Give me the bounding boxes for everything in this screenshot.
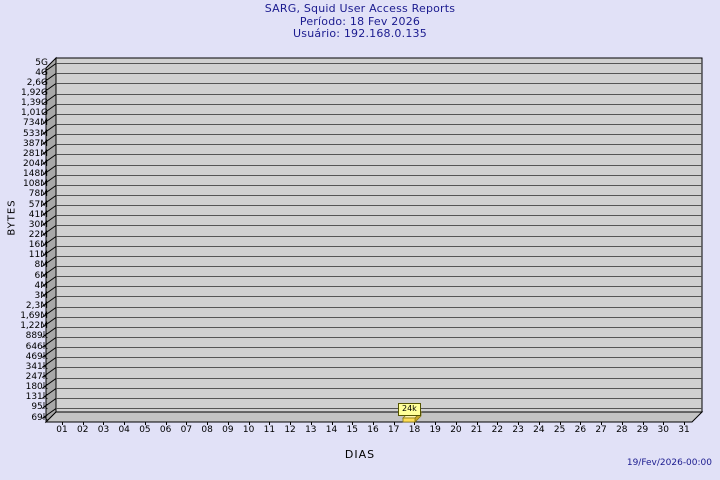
x-axis-tick-label: 25: [553, 425, 566, 435]
chart-title-block: SARG, Squid User Access Reports Período:…: [0, 2, 720, 41]
x-axis-tick-label: 24: [533, 425, 545, 435]
data-bar-front-face: [402, 417, 416, 423]
y-axis-tick-label: 108M: [23, 179, 48, 190]
gridline-group: [56, 63, 702, 409]
y-axis-tick-label: 281M: [23, 148, 48, 159]
y-axis-tick-label: 734M: [23, 118, 48, 129]
x-axis-tick-label: 02: [76, 425, 89, 435]
y-axis-tick-label: 469k: [25, 351, 48, 362]
y-axis-tick-label: 4M: [34, 280, 49, 291]
x-axis-tick-label: 08: [201, 425, 213, 435]
x-axis-tick-label: 01: [56, 425, 68, 435]
generated-timestamp: 19/Fev/2026-00:00: [626, 458, 712, 468]
y-axis-tick-label: 180k: [25, 382, 48, 393]
x-axis-tick-label: 12: [284, 425, 296, 435]
x-axis-tick-label: 26: [574, 425, 587, 435]
y-axis-tick-label: 3M: [34, 290, 49, 301]
x-axis-title: DIAS: [344, 448, 376, 461]
x-axis-tick-label: 14: [325, 425, 338, 435]
page-title: SARG, Squid User Access Reports: [264, 2, 456, 15]
y-axis-tick-label: 8M: [34, 260, 49, 271]
y-axis-tick-label: 2,3M: [25, 300, 48, 311]
y-axis-tick-label: 78M: [28, 189, 48, 200]
y-axis-tick-label: 148M: [23, 169, 48, 180]
y-axis-title: BYTES: [6, 199, 18, 236]
plot-floor: [44, 411, 704, 423]
report-period: Período: 18 Fev 2026: [299, 14, 421, 28]
x-axis-tick-label: 03: [97, 425, 110, 435]
x-axis-tick-label: 10: [242, 425, 255, 435]
x-axis-tick-label: 20: [450, 425, 462, 435]
y-axis-tick-label: 387M: [23, 138, 48, 149]
y-axis-tick-label: 131k: [25, 392, 48, 403]
y-axis-tick-label: 2,6G: [26, 77, 48, 88]
x-axis-tick-label: 28: [616, 425, 628, 435]
y-axis-tick-label: 6M: [34, 270, 49, 281]
x-axis-tick-label: 04: [118, 425, 130, 435]
data-value-label: 24k: [398, 403, 421, 416]
y-axis-tick-label: 5G: [35, 57, 48, 68]
x-axis-tick-label: 16: [367, 425, 379, 435]
y-axis-tick-label: 204M: [23, 158, 48, 169]
report-user: Usuário: 192.168.0.135: [293, 27, 427, 40]
x-axis-tick-label: 18: [408, 425, 421, 435]
y-axis-tick-label: 247k: [25, 371, 48, 382]
y-axis-tick-label: 1,39G: [20, 98, 48, 109]
x-axis-tick-label: 06: [159, 425, 172, 435]
y-axis-tick-label: 30M: [28, 219, 48, 230]
y-axis-tick-label: 41M: [28, 209, 48, 220]
x-axis-tick-label: 22: [491, 425, 504, 435]
y-axis-tick-label: 1,69M: [20, 311, 48, 322]
y-axis-tick-label: 57M: [28, 199, 48, 210]
x-axis-tick-label: 30: [657, 425, 669, 435]
y-axis-tick-label: 11M: [28, 250, 48, 261]
x-axis-tick-label: 15: [346, 425, 358, 435]
y-axis-tick-label: 1,22M: [20, 321, 48, 332]
x-axis-tick-label: 31: [678, 425, 690, 435]
y-axis-tick-label: 4G: [35, 67, 48, 78]
y-axis-tick-label: 341k: [25, 361, 48, 372]
x-axis-tick-label: 19: [429, 425, 441, 435]
y-axis-tick-label: 95k: [31, 402, 48, 413]
x-axis-tick-label: 29: [636, 425, 649, 435]
y-axis-tick-label: 69k: [31, 412, 48, 423]
x-axis-tick-label: 11: [263, 425, 276, 435]
y-axis-tick-labels: 5G 4G 2,6G 1,92G 1,39G 1,01G 734M 533M 387M 281M 2…: [0, 0, 56, 480]
y-axis-tick-label: 16M: [28, 240, 48, 251]
y-axis-tick-label: 1,92G: [20, 87, 48, 98]
y-axis-tick-label: 889k: [25, 331, 48, 342]
x-axis-tick-label: 23: [512, 425, 524, 435]
x-axis-tick-labels: 01 02 03 04 05 06 07 08 09 10 11 12 13 14 15 16 17 18 19 20…: [0, 425, 720, 441]
y-axis-tick-label: 22M: [28, 229, 48, 240]
y-axis-tick-label: 646k: [25, 341, 48, 352]
y-axis-tick-label: 533M: [23, 128, 48, 139]
x-axis-tick-label: 05: [139, 425, 151, 435]
plot-back-wall: [55, 57, 703, 413]
y-axis-tick-label: 1,01G: [20, 108, 48, 119]
x-axis-tick-label: 13: [305, 425, 317, 435]
x-axis-tick-label: 27: [595, 425, 607, 435]
x-axis-tick-label: 07: [180, 425, 193, 435]
x-axis-tick-label: 17: [387, 425, 400, 435]
x-axis-tick-label: 21: [470, 425, 483, 435]
x-axis-tick-label: 09: [222, 425, 234, 435]
